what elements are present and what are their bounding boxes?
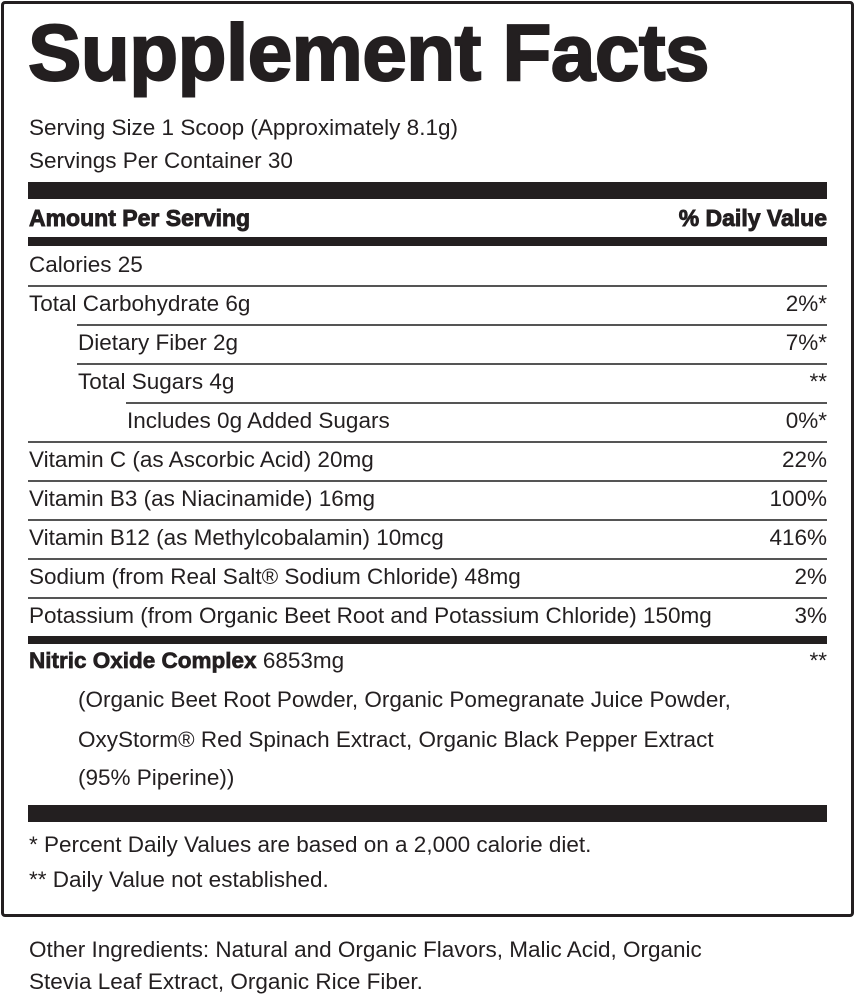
other-ingredients: Other Ingredients: Natural and Organic F…	[29, 937, 702, 962]
blend-name: Nitric Oxide Complex	[29, 648, 257, 674]
supplement-facts-panel	[1, 1, 854, 917]
medium-divider	[28, 636, 827, 644]
nutrient-label: Vitamin C (as Ascorbic Acid) 20mg	[29, 447, 374, 472]
nutrient-daily-value: 2%	[794, 564, 827, 589]
thick-divider	[28, 182, 827, 199]
blend-row: Nitric Oxide Complex 6853mg	[29, 647, 344, 675]
blend-dv: **	[809, 648, 827, 673]
amount-per-serving-header: Amount Per Serving	[29, 205, 251, 232]
panel-title: Supplement Facts	[27, 7, 711, 98]
nutrient-label: Potassium (from Organic Beet Root and Po…	[29, 603, 712, 628]
nutrient-label: Includes 0g Added Sugars	[127, 408, 390, 433]
row-divider	[28, 519, 827, 521]
row-divider	[28, 285, 827, 287]
blend-ingredients-line: (Organic Beet Root Powder, Organic Pomeg…	[78, 687, 731, 712]
other-ingredients: Stevia Leaf Extract, Organic Rice Fiber.	[29, 969, 423, 994]
serving-size: Serving Size 1 Scoop (Approximately 8.1g…	[29, 115, 458, 140]
blend-ingredients-line: (95% Piperine))	[78, 765, 235, 790]
row-divider	[28, 597, 827, 599]
nutrient-label: Vitamin B12 (as Methylcobalamin) 10mcg	[29, 525, 444, 550]
nutrient-daily-value: 2%*	[785, 291, 827, 316]
footnote: ** Daily Value not established.	[29, 867, 329, 892]
servings-per-container: Servings Per Container 30	[29, 148, 293, 173]
nutrient-daily-value: 3%	[794, 603, 827, 628]
nutrient-label: Total Sugars 4g	[78, 369, 235, 394]
nutrient-daily-value: 7%*	[785, 330, 827, 355]
row-divider	[77, 324, 827, 326]
nutrient-label: Dietary Fiber 2g	[78, 330, 239, 355]
medium-divider	[28, 237, 827, 246]
blend-amount: 6853mg	[262, 648, 345, 673]
row-divider	[77, 363, 827, 365]
row-divider	[28, 480, 827, 482]
nutrient-label: Sodium (from Real Salt® Sodium Chloride)…	[29, 564, 521, 589]
nutrient-label: Vitamin B3 (as Niacinamide) 16mg	[29, 486, 375, 511]
nutrient-label: Calories 25	[29, 252, 143, 277]
row-divider	[126, 402, 827, 404]
row-divider	[28, 558, 827, 560]
nutrient-daily-value: 416%	[769, 525, 827, 550]
footnote: * Percent Daily Values are based on a 2,…	[29, 832, 592, 857]
nutrient-daily-value: 100%	[769, 486, 827, 511]
daily-value-header: % Daily Value	[678, 205, 827, 232]
thick-divider	[28, 805, 827, 822]
blend-ingredients-line: OxyStorm® Red Spinach Extract, Organic B…	[78, 727, 714, 752]
row-divider	[28, 441, 827, 443]
nutrient-daily-value: **	[809, 369, 827, 394]
nutrient-daily-value: 22%	[781, 447, 827, 472]
nutrient-daily-value: 0%*	[785, 408, 827, 433]
nutrient-label: Total Carbohydrate 6g	[29, 291, 251, 316]
